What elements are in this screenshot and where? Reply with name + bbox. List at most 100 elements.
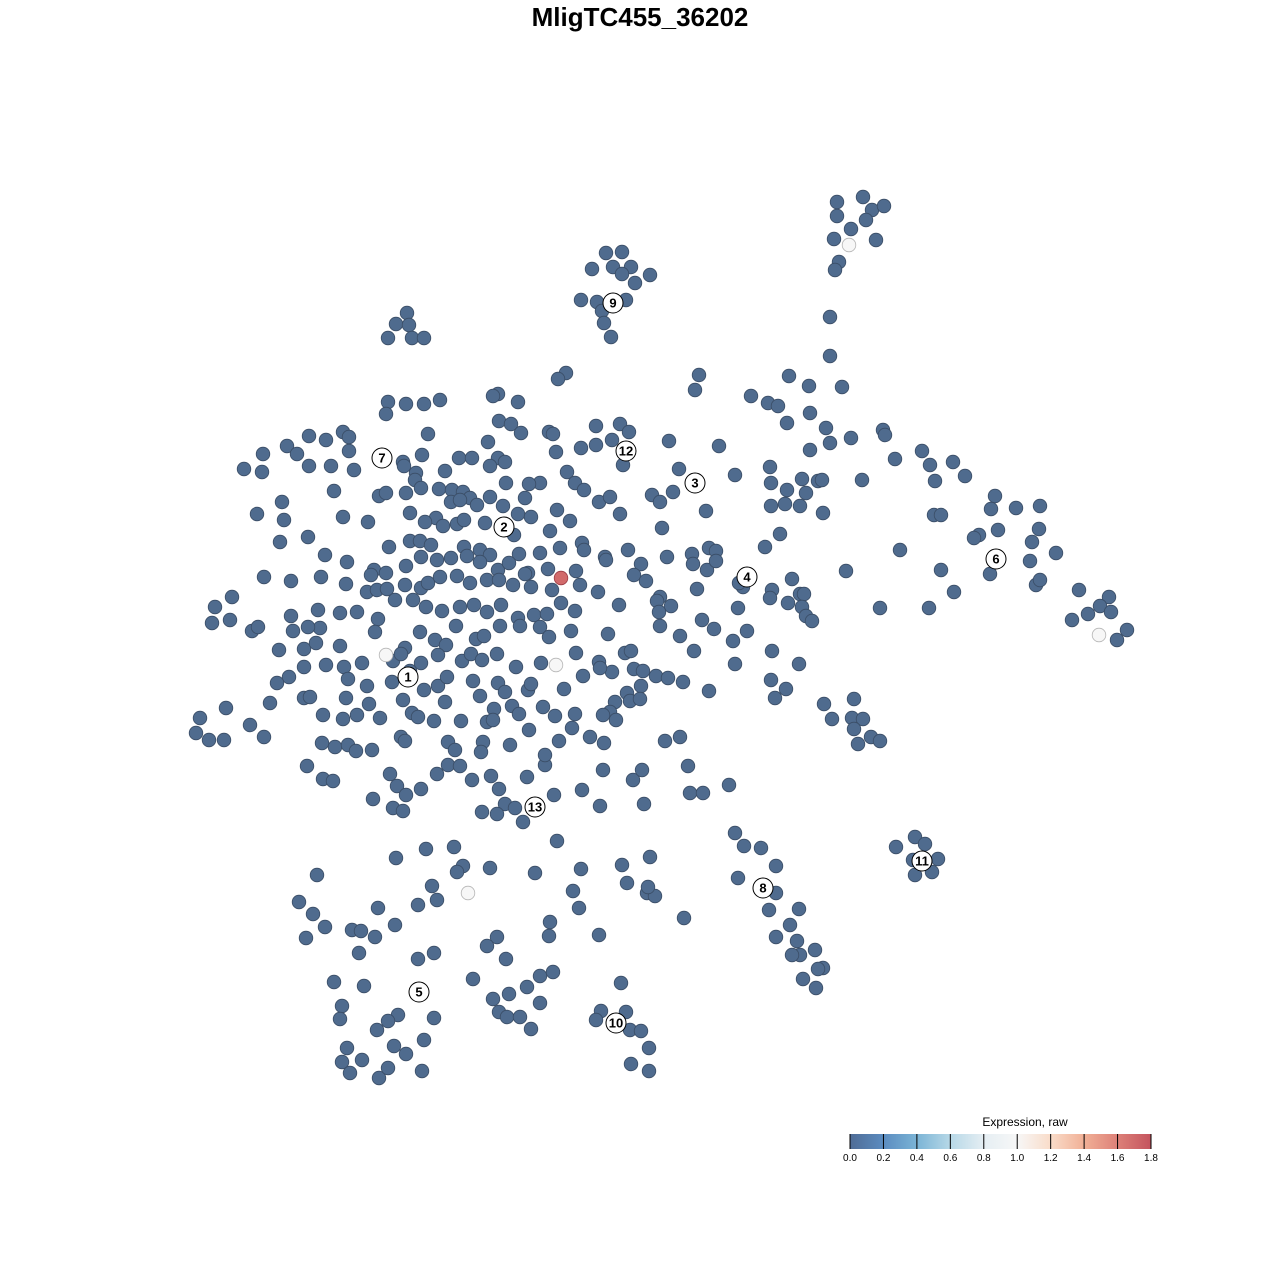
data-point <box>794 471 810 487</box>
data-point <box>556 681 572 697</box>
data-point <box>1032 498 1048 514</box>
data-point <box>927 473 943 489</box>
data-point <box>541 928 557 944</box>
data-point <box>983 501 999 517</box>
data-point <box>413 655 429 671</box>
data-point <box>801 378 817 394</box>
data-point <box>576 482 592 498</box>
data-point <box>342 1065 358 1081</box>
data-point <box>796 586 812 602</box>
data-point <box>602 489 618 505</box>
data-point <box>371 1070 387 1086</box>
data-point <box>652 618 668 634</box>
data-point <box>802 442 818 458</box>
cluster-label: 8 <box>752 877 774 899</box>
data-point <box>990 522 1006 538</box>
data-point <box>414 1063 430 1079</box>
data-point <box>621 424 637 440</box>
data-point <box>207 599 223 615</box>
data-point <box>547 708 563 724</box>
data-point <box>416 682 432 698</box>
data-point <box>763 672 779 688</box>
data-point <box>549 502 565 518</box>
data-point <box>822 348 838 364</box>
data-point <box>537 747 553 763</box>
data-point <box>532 968 548 984</box>
cluster-label: 12 <box>615 440 637 462</box>
cluster-label-text: 9 <box>609 296 616 311</box>
data-point <box>272 534 288 550</box>
data-point <box>346 462 362 478</box>
data-point <box>479 938 495 954</box>
cluster-label-badge <box>408 981 430 1003</box>
data-point <box>370 611 386 627</box>
data-point <box>855 711 871 727</box>
data-point <box>381 539 397 555</box>
data-point <box>365 791 381 807</box>
data-point <box>827 262 843 278</box>
data-point <box>341 429 357 445</box>
data-point <box>279 438 295 454</box>
data-point <box>276 512 292 528</box>
data-point <box>1109 632 1125 648</box>
data-point <box>469 497 485 513</box>
data-point <box>763 475 779 491</box>
data-point <box>567 603 583 619</box>
data-point <box>634 762 650 778</box>
data-point <box>349 604 365 620</box>
data-point <box>711 438 727 454</box>
data-point <box>491 572 507 588</box>
data-point <box>395 803 411 819</box>
data-point <box>482 547 498 563</box>
cluster-label-text: 11 <box>915 854 929 869</box>
data-point <box>204 615 220 631</box>
data-point <box>572 577 588 593</box>
data-point <box>635 663 651 679</box>
data-point <box>314 735 330 751</box>
data-point <box>573 292 589 308</box>
data-point <box>512 618 528 634</box>
data-point <box>914 443 930 459</box>
data-point <box>432 392 448 408</box>
data-point <box>691 367 707 383</box>
data-point <box>619 875 635 891</box>
data-point <box>778 681 794 697</box>
points-layer <box>188 189 1135 1086</box>
data-point <box>672 628 688 644</box>
data-point <box>675 674 691 690</box>
data-point <box>363 567 379 583</box>
data-point <box>479 572 495 588</box>
data-point <box>317 919 333 935</box>
data-point <box>789 933 805 949</box>
data-point <box>652 494 668 510</box>
data-point <box>701 683 717 699</box>
data-point <box>489 806 505 822</box>
cluster-label-badge <box>615 440 637 462</box>
data-point <box>532 995 548 1011</box>
data-point <box>396 458 412 474</box>
data-point <box>489 646 505 662</box>
cluster-label-badge <box>684 472 706 494</box>
data-point <box>505 577 521 593</box>
data-point <box>638 573 654 589</box>
data-point <box>473 744 489 760</box>
data-point <box>695 785 711 801</box>
data-point <box>480 434 496 450</box>
data-point <box>633 556 649 572</box>
data-point <box>348 743 364 759</box>
data-point <box>654 520 670 536</box>
data-point <box>250 619 266 635</box>
data-point <box>497 454 513 470</box>
data-point <box>310 602 326 618</box>
data-point <box>527 865 543 881</box>
data-point <box>855 189 871 205</box>
data-point <box>256 729 272 745</box>
cluster-label: 4 <box>736 566 758 588</box>
data-point <box>285 623 301 639</box>
data-point <box>564 720 580 736</box>
data-point <box>777 496 793 512</box>
data-point <box>596 735 612 751</box>
data-point <box>582 729 598 745</box>
data-point <box>708 553 724 569</box>
cluster-label: 3 <box>684 472 706 494</box>
